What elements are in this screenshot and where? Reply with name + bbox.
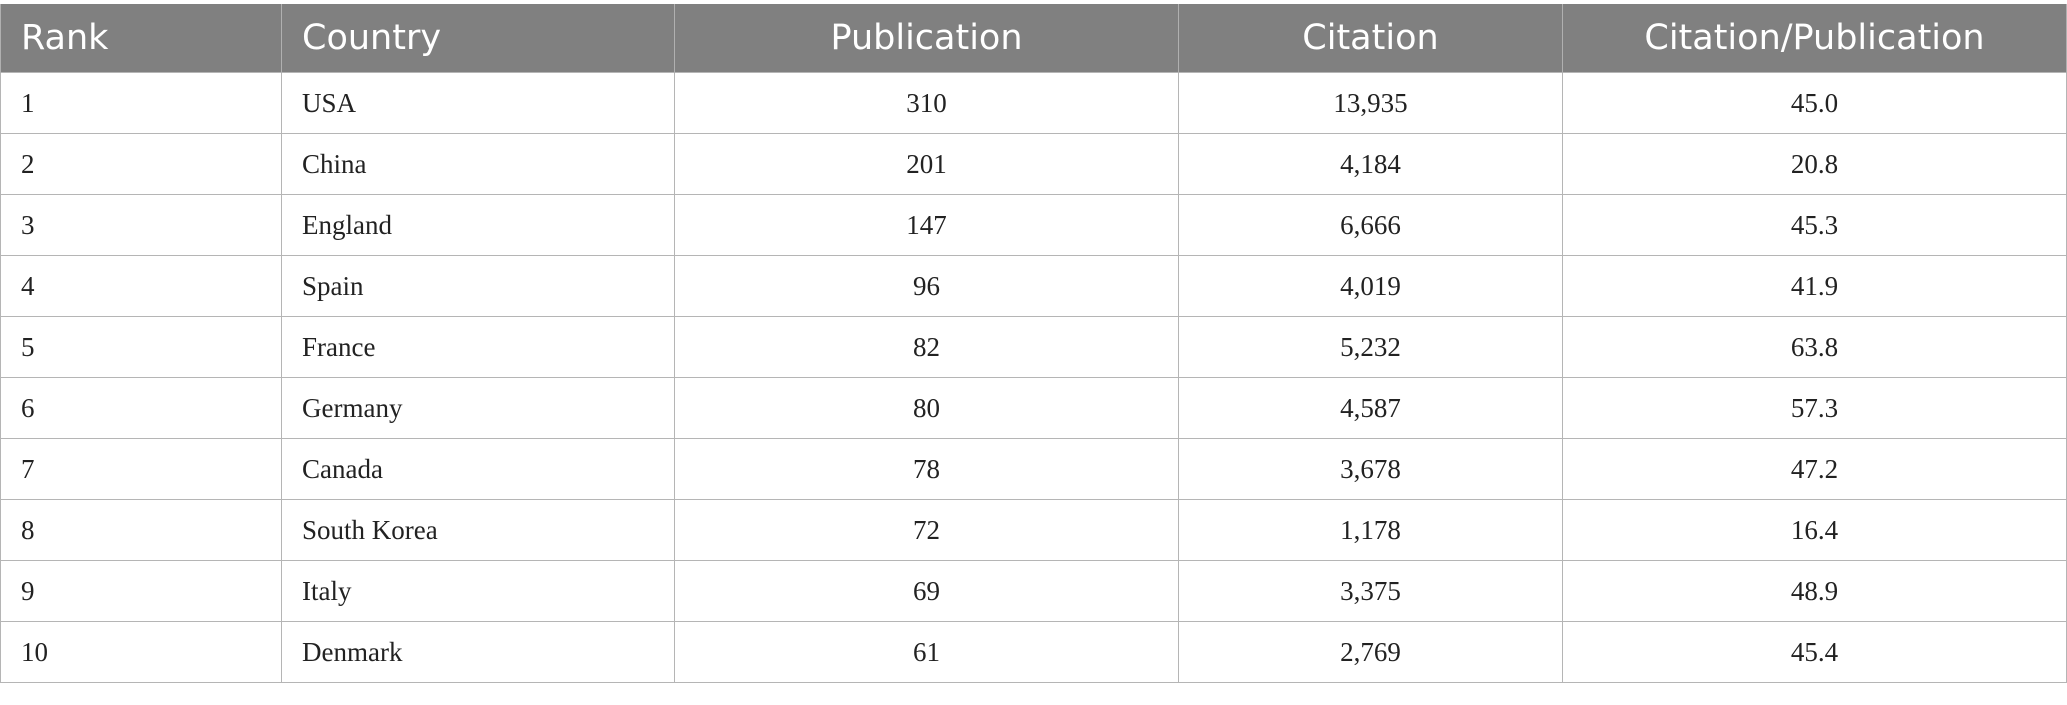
cell-country: Italy [281,560,675,622]
header-citation: Citation [1178,4,1563,73]
cell-country: France [281,316,675,378]
country-ranking-table: Rank Country Publication Citation Citati… [0,4,2067,683]
cell-publication: 310 [674,72,1179,134]
cell-rank: 3 [0,194,282,256]
cell-publication: 80 [674,377,1179,439]
cell-rank: 10 [0,621,282,683]
cell-country: China [281,133,675,195]
cell-citation-per-publication: 45.0 [1562,72,2067,134]
table-row: 3 England 147 6,666 45.3 [0,194,2067,256]
cell-publication: 69 [674,560,1179,622]
cell-rank: 4 [0,255,282,317]
cell-country: England [281,194,675,256]
table-row: 1 USA 310 13,935 45.0 [0,72,2067,134]
table-row: 5 France 82 5,232 63.8 [0,316,2067,378]
header-rank: Rank [0,4,282,73]
cell-citation: 4,587 [1178,377,1563,439]
cell-rank: 8 [0,499,282,561]
cell-publication: 82 [674,316,1179,378]
cell-rank: 5 [0,316,282,378]
country-ranking-table-container: Rank Country Publication Citation Citati… [0,4,2067,683]
cell-citation: 1,178 [1178,499,1563,561]
table-row: 6 Germany 80 4,587 57.3 [0,377,2067,439]
table-row: 4 Spain 96 4,019 41.9 [0,255,2067,317]
cell-publication: 96 [674,255,1179,317]
cell-rank: 9 [0,560,282,622]
cell-citation: 4,019 [1178,255,1563,317]
cell-country: Germany [281,377,675,439]
cell-citation-per-publication: 20.8 [1562,133,2067,195]
cell-publication: 201 [674,133,1179,195]
cell-citation: 3,678 [1178,438,1563,500]
cell-citation-per-publication: 63.8 [1562,316,2067,378]
cell-citation: 5,232 [1178,316,1563,378]
table-row: 9 Italy 69 3,375 48.9 [0,560,2067,622]
cell-rank: 1 [0,72,282,134]
cell-citation-per-publication: 45.3 [1562,194,2067,256]
cell-citation-per-publication: 57.3 [1562,377,2067,439]
cell-country: Denmark [281,621,675,683]
header-citation-per-publication: Citation/Publication [1562,4,2067,73]
cell-publication: 78 [674,438,1179,500]
cell-country: Spain [281,255,675,317]
table-body: 1 USA 310 13,935 45.0 2 China 201 4,184 … [0,72,2067,683]
cell-rank: 2 [0,133,282,195]
cell-citation-per-publication: 41.9 [1562,255,2067,317]
cell-citation: 2,769 [1178,621,1563,683]
cell-country: South Korea [281,499,675,561]
cell-citation-per-publication: 47.2 [1562,438,2067,500]
cell-citation-per-publication: 16.4 [1562,499,2067,561]
table-row: 2 China 201 4,184 20.8 [0,133,2067,195]
table-row: 7 Canada 78 3,678 47.2 [0,438,2067,500]
cell-publication: 72 [674,499,1179,561]
cell-citation: 4,184 [1178,133,1563,195]
header-publication: Publication [674,4,1179,73]
header-row: Rank Country Publication Citation Citati… [0,4,2067,73]
cell-publication: 147 [674,194,1179,256]
cell-citation: 13,935 [1178,72,1563,134]
cell-citation-per-publication: 48.9 [1562,560,2067,622]
header-country: Country [281,4,675,73]
cell-publication: 61 [674,621,1179,683]
table-header: Rank Country Publication Citation Citati… [0,4,2067,73]
cell-rank: 7 [0,438,282,500]
cell-country: USA [281,72,675,134]
table-row: 10 Denmark 61 2,769 45.4 [0,621,2067,683]
cell-citation-per-publication: 45.4 [1562,621,2067,683]
table-row: 8 South Korea 72 1,178 16.4 [0,499,2067,561]
cell-rank: 6 [0,377,282,439]
cell-citation: 6,666 [1178,194,1563,256]
cell-country: Canada [281,438,675,500]
cell-citation: 3,375 [1178,560,1563,622]
